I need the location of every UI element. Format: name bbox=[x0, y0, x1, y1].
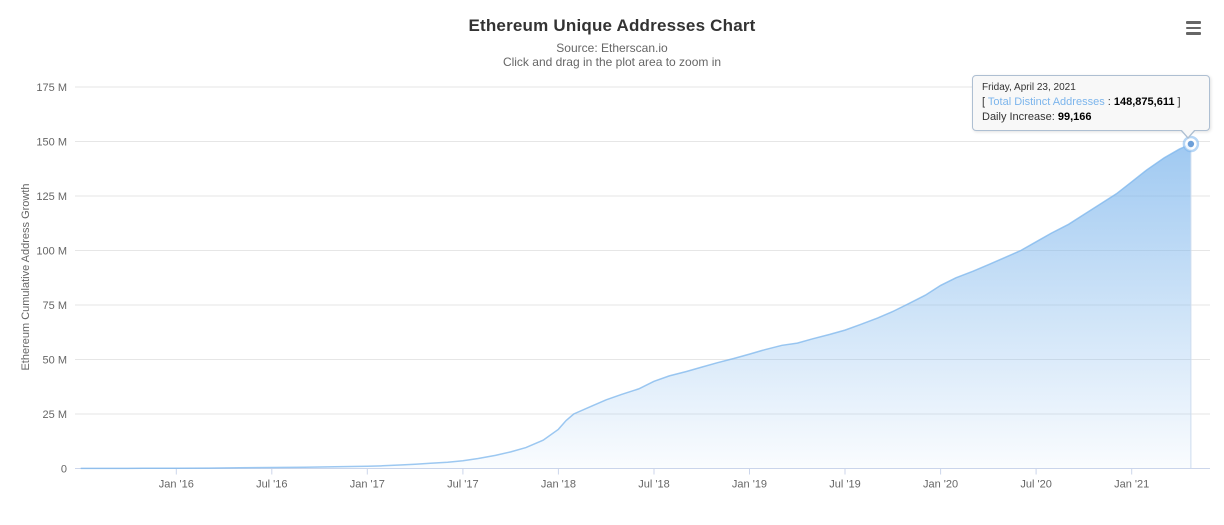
x-tick-label: Jul '18 bbox=[638, 479, 669, 491]
chart-subtitle-source: Source: Etherscan.io bbox=[556, 41, 668, 55]
tooltip-pointer-fill bbox=[1181, 129, 1195, 137]
x-tick-label: Jan '21 bbox=[1114, 479, 1149, 491]
x-tick-label: Jan '18 bbox=[541, 479, 576, 491]
tooltip-series-label: Total Distinct Addresses bbox=[987, 96, 1105, 108]
hover-marker bbox=[1187, 140, 1195, 148]
tooltip-daily-value: 99,166 bbox=[1057, 111, 1092, 123]
tooltip-open-bracket: [ bbox=[982, 96, 986, 108]
x-tick-label: Jul '17 bbox=[447, 479, 478, 491]
chart-title: Ethereum Unique Addresses Chart bbox=[468, 16, 756, 35]
x-tick-label: Jan '19 bbox=[732, 479, 767, 491]
area-series-fill bbox=[80, 144, 1191, 469]
y-tick-label: 25 M bbox=[43, 409, 67, 421]
series-line bbox=[80, 143, 1192, 470]
chart-subtitle-hint: Click and drag in the plot area to zoom … bbox=[502, 55, 722, 69]
tooltip-total-row: [ Total Distinct Addresses : 148,875,611… bbox=[982, 95, 1200, 110]
tooltip-daily-row: Daily Increase: 99,166 bbox=[982, 110, 1200, 125]
x-tick-label: Jul '19 bbox=[829, 479, 860, 491]
hamburger-menu-icon bbox=[1185, 21, 1201, 24]
y-tick-label: 125 M bbox=[36, 191, 67, 203]
x-tick-label: Jan '20 bbox=[923, 479, 958, 491]
y-tick-label: 150 M bbox=[36, 137, 67, 149]
y-tick-label: 75 M bbox=[43, 300, 67, 312]
tooltip-daily-label: Daily Increase: bbox=[982, 111, 1055, 123]
tooltip-total-value: 148,875,611 bbox=[1113, 96, 1175, 108]
y-tick-label: 50 M bbox=[43, 355, 67, 367]
y-tick-label: 100 M bbox=[36, 246, 67, 258]
y-tick-label: 175 M bbox=[36, 82, 67, 94]
x-tick-label: Jul '16 bbox=[256, 479, 287, 491]
tooltip-close-bracket: ] bbox=[1177, 96, 1181, 108]
tooltip-date: Friday, April 23, 2021 bbox=[982, 82, 1076, 93]
y-tick-label: 0 bbox=[61, 464, 67, 476]
chart-tooltip: Friday, April 23, 2021 [ Total Distinct … bbox=[972, 75, 1210, 139]
hamburger-menu-icon bbox=[1185, 32, 1201, 35]
hamburger-menu-icon bbox=[1185, 26, 1201, 30]
x-tick-label: Jan '16 bbox=[159, 479, 194, 491]
chart-context-menu-button[interactable] bbox=[1182, 18, 1204, 38]
tooltip-colon: : bbox=[1107, 96, 1111, 108]
x-tick-label: Jan '17 bbox=[350, 479, 385, 491]
x-tick-label: Jul '20 bbox=[1020, 479, 1051, 491]
